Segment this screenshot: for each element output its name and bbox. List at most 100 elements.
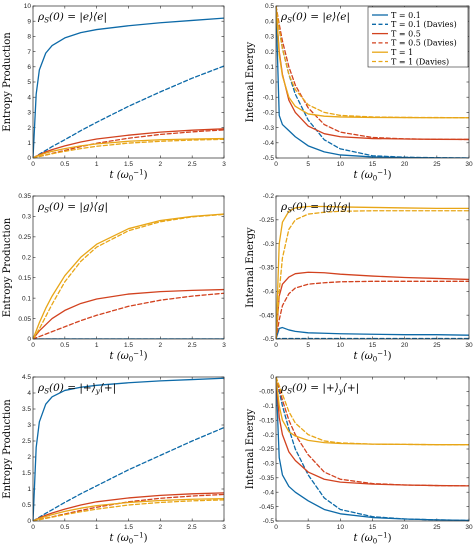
title-sub: y [95, 388, 101, 396]
panel-title: ρS(0) = |e⟩⟨e| [280, 11, 350, 25]
series-group [33, 213, 224, 339]
legend-entry: T = 1 (Davies) [391, 57, 449, 66]
series-group [276, 377, 469, 521]
panel-title: ρS(0) = |+⟩y⟨+| [37, 382, 116, 396]
y-tick-label: 4 [27, 94, 31, 101]
x-tick-label: 30 [465, 161, 473, 168]
series-line-t-0-5-davies [276, 6, 469, 141]
xlabel-sub: 0 [129, 175, 133, 183]
x-axis-label: t (ω0−1) [110, 350, 148, 364]
title-sub: S [287, 207, 292, 215]
series-line-t-0-1 [33, 17, 224, 158]
title-rest: (0) = |g⟩⟨g| [292, 201, 351, 214]
y-tick-label: 10 [24, 3, 32, 10]
series-line-t-1 [33, 497, 224, 521]
x-tick-label: 10 [337, 524, 345, 531]
legend-box [367, 6, 469, 68]
title-rho: ρ [280, 11, 288, 23]
xlabel-sup: −1 [377, 350, 387, 358]
x-tick-label: 3 [222, 524, 226, 531]
y-tick-label: 0 [27, 155, 31, 162]
x-tick-label: 15 [369, 524, 377, 531]
y-tick-label: 0.2 [22, 254, 31, 261]
xlabel-sup: −1 [133, 169, 143, 177]
x-tick-label: 3 [222, 342, 226, 349]
title-rho: ρ [37, 382, 45, 394]
x-axis-label: t (ω0−1) [354, 532, 392, 546]
x-axis-label: t (ω0−1) [110, 532, 148, 546]
series-line-t-1-davies [276, 377, 469, 446]
series-group [33, 377, 224, 521]
x-axis-label: t (ω0−1) [110, 169, 148, 183]
y-tick-label: -0.5 [263, 155, 275, 162]
xlabel-sub: 0 [373, 356, 377, 364]
y-tick-label: 0.05 [18, 316, 31, 323]
panel-title: ρS(0) = |+⟩y⟨+| [280, 382, 359, 396]
x-tick-label: 20 [401, 342, 409, 349]
series-line-t-0-5-davies [33, 292, 224, 339]
xlabel-sup: −1 [133, 532, 143, 540]
x-tick-label: 0.5 [60, 161, 69, 168]
xlabel-sub: 0 [373, 538, 377, 546]
x-tick-label: 2 [159, 161, 163, 168]
panel-3: 0 0.5 1 1.5 2 2.5 3 0 0.05 0.1 0.15 0.2 0.25 0.3 0.35 ρ… [2, 193, 226, 363]
series-line-t-0-1 [276, 326, 469, 339]
xlabel-part: ) [388, 533, 392, 544]
y-tick-label: -0.2 [263, 432, 275, 439]
series-group [33, 17, 224, 158]
title-rest: (0) = |g⟩⟨g| [49, 201, 108, 214]
x-tick-label: 0 [274, 342, 278, 349]
x-tick-label: 5 [306, 161, 310, 168]
title-rho: ρ [280, 201, 288, 213]
y-tick-label: 2 [27, 125, 31, 132]
y-tick-label: -0.25 [259, 217, 274, 224]
y-tick-label: 0.5 [265, 3, 274, 10]
title-rho: ρ [280, 382, 288, 394]
xlabel-part: ) [144, 351, 148, 362]
xlabel-part: t (ω [354, 170, 373, 181]
y-tick-label: 2.5 [22, 438, 31, 445]
title-rest: (0) = |e⟩⟨e| [292, 11, 350, 24]
x-tick-label: 2 [159, 342, 163, 349]
x-tick-label: 15 [369, 342, 377, 349]
y-tick-label: 4.5 [22, 374, 31, 381]
y-axis-label: Internal Energy [245, 41, 256, 122]
plot-area [33, 377, 224, 521]
y-tick-label: 3 [27, 422, 31, 429]
x-tick-label: 1 [95, 161, 99, 168]
y-tick-label: 0.1 [22, 295, 31, 302]
y-tick-label: 0.35 [18, 193, 31, 200]
y-tick-label: 0.1 [265, 64, 274, 71]
title-sub: S [44, 207, 49, 215]
y-tick-label: 4 [27, 390, 31, 397]
y-tick-label: -0.45 [259, 312, 274, 319]
y-tick-label: 3.5 [22, 406, 31, 413]
xlabel-sub: 0 [129, 356, 133, 364]
y-tick-label: 0.4 [265, 18, 274, 25]
panel-title: ρS(0) = |g⟩⟨g| [37, 201, 108, 215]
y-tick-label: -0.1 [263, 403, 275, 410]
x-axis-label: t (ω0−1) [354, 169, 392, 183]
series-line-t-1 [276, 205, 469, 339]
xlabel-part: ) [388, 351, 392, 362]
panel-4: 0 5 10 15 20 25 30 -0.5 -0.45 -0.4 -0.35 -0.3 -0.25 -… [245, 193, 473, 363]
series-line-t-0-5-davies [276, 280, 469, 339]
x-tick-label: 2.5 [188, 161, 197, 168]
y-tick-label: 5 [27, 79, 31, 86]
x-tick-label: 5 [306, 524, 310, 531]
title-rest: ⟨+| [100, 382, 116, 395]
panel-1: 0 0.5 1 1.5 2 2.5 3 0 1 2 3 4 5 6 7 8 9 10 ρS(0) = |e⟩⟨e| t… [2, 3, 226, 182]
legend-entry: T = 0.5 (Davies) [391, 39, 457, 48]
y-axis-label: Entropy Production [2, 32, 13, 132]
x-tick-label: 1 [95, 524, 99, 531]
x-tick-label: 10 [337, 161, 345, 168]
title-sub: S [44, 17, 49, 25]
y-tick-label: 7 [27, 49, 31, 56]
series-line-t-1 [33, 213, 224, 339]
y-tick-label: 9 [27, 18, 31, 25]
legend-entry: T = 0.5 [391, 29, 421, 38]
y-tick-label: 2 [27, 454, 31, 461]
y-tick-label: -0.45 [259, 504, 274, 511]
panel-title: ρS(0) = |g⟩⟨g| [280, 201, 351, 215]
